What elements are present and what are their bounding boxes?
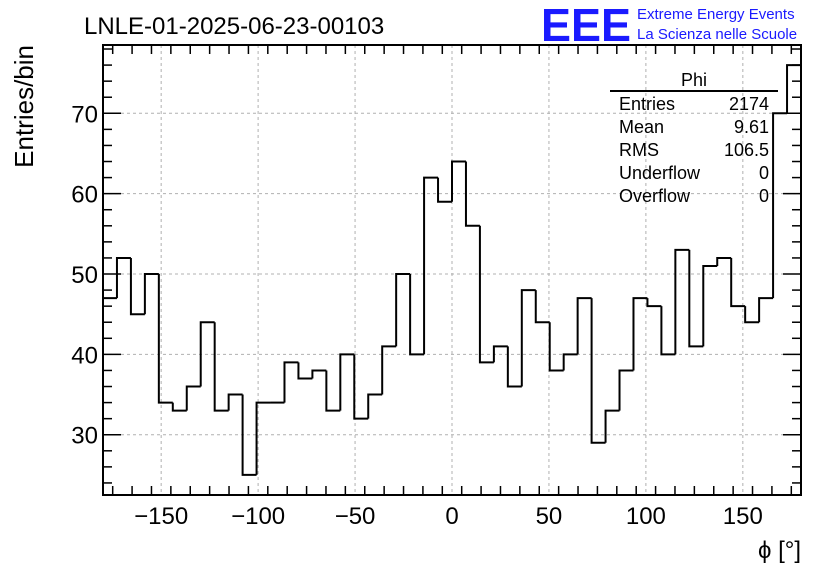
histogram-bin (744, 306, 760, 324)
histogram-bin (255, 401, 271, 475)
histogram-bin (464, 161, 480, 227)
histogram-bin (185, 385, 201, 411)
histogram-bin (339, 353, 355, 411)
x-tick-label: −150 (134, 503, 188, 530)
histogram-bin (423, 176, 439, 355)
y-tick-label: 60 (71, 182, 98, 209)
histogram-bin (437, 177, 452, 203)
histogram-bin (227, 393, 243, 411)
histogram-bin (395, 273, 411, 347)
histogram-bin (311, 369, 327, 379)
brand-line-1: Extreme Energy Events (637, 6, 795, 23)
x-tick-label: 100 (626, 503, 666, 530)
x-axis-label: ϕ [°] (758, 537, 801, 564)
histogram-bin (143, 273, 159, 315)
y-tick-label: 40 (71, 342, 98, 369)
stats-title: Phi (681, 70, 707, 90)
histogram-bin (325, 370, 341, 412)
histogram-bin (241, 394, 257, 476)
histogram-bin (506, 346, 522, 388)
histogram-bin (618, 369, 634, 411)
stats-row-value: 2174 (729, 94, 769, 114)
histogram-bin (381, 345, 397, 395)
histogram-bin (604, 409, 620, 443)
histogram-bin (297, 362, 313, 380)
stats-row-value: 9.61 (734, 117, 769, 137)
x-tick-label: 0 (445, 503, 458, 530)
stats-rows: Entries 2174 Mean 9.61 RMS 106.5 Underflow 0 Ove… (619, 94, 769, 206)
histogram-bin (171, 402, 187, 412)
eee-logo: EEE (541, 0, 631, 51)
histogram-bin (548, 322, 564, 372)
histogram-bin (688, 249, 704, 348)
histogram-bin (730, 257, 746, 308)
histogram-bin (199, 321, 215, 387)
histogram-bin (660, 306, 676, 356)
histogram-bin (534, 290, 550, 324)
histogram-bin (590, 298, 606, 444)
histogram-bin (562, 353, 578, 371)
x-tick-label: −100 (231, 503, 285, 530)
x-tick-label: −50 (335, 503, 376, 530)
histogram-bin (674, 248, 690, 355)
histogram-bin (716, 256, 732, 266)
histogram-bin (157, 274, 173, 404)
stats-row-value: 0 (759, 163, 769, 183)
axis-ticks (103, 45, 801, 495)
brand-line-2: La Scienza nelle Scuole (637, 26, 797, 43)
tick-labels: −150 −100 −50 0 50 100 150 30 40 50 60 70 (71, 101, 763, 530)
histogram-bin (632, 297, 648, 371)
histogram-bin (492, 345, 508, 363)
histogram-bin (786, 64, 801, 114)
stats-row-label: Mean (619, 117, 664, 137)
histogram-bin (646, 298, 662, 308)
y-tick-label: 70 (71, 101, 98, 128)
histogram-bin (115, 256, 131, 299)
histogram-bin (576, 297, 592, 355)
stats-row-value: 0 (759, 186, 769, 206)
histogram-bin (772, 112, 788, 299)
histogram-bin (702, 264, 718, 347)
y-tick-label: 50 (71, 262, 98, 289)
histogram-bin (758, 297, 774, 323)
histogram-bin (478, 225, 494, 364)
histogram-bin (520, 289, 536, 387)
run-title: LNLE-01-2025-06-23-00103 (84, 13, 384, 40)
stats-row-value: 106.5 (724, 140, 769, 160)
histogram-bin (353, 354, 369, 420)
stats-row-label: Entries (619, 94, 675, 114)
x-tick-label: 50 (536, 503, 563, 530)
histogram-bin (451, 160, 466, 202)
y-axis-label: Entries/bin (9, 45, 39, 168)
histogram-bin (129, 257, 145, 316)
stats-row-label: RMS (619, 140, 659, 160)
histogram-bin (409, 274, 425, 356)
plot-frame (102, 44, 802, 496)
stats-box: Phi Entries 2174 Mean 9.61 RMS 106.5 Underflow… (610, 70, 778, 206)
stats-row-label: Overflow (619, 186, 691, 206)
histogram-bin (367, 393, 383, 419)
y-tick-label: 30 (71, 423, 98, 450)
x-tick-label: 150 (723, 503, 763, 530)
stats-row-label: Underflow (619, 163, 701, 183)
histogram-bin (283, 361, 299, 403)
histogram-bin (213, 322, 229, 412)
grid-lines (103, 45, 801, 495)
